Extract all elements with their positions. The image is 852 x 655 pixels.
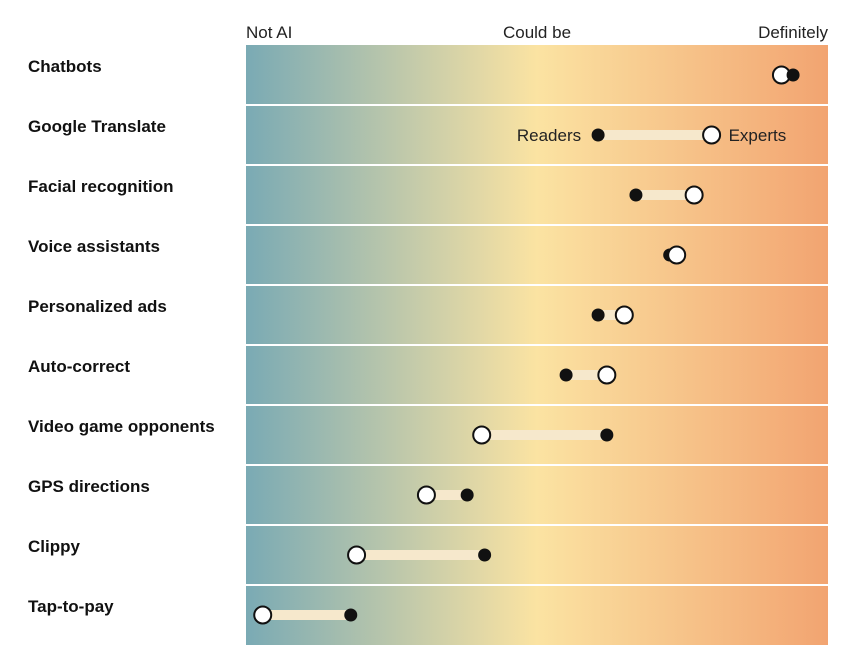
readers-dot xyxy=(600,428,614,442)
axis-tick-label: Definitely xyxy=(758,23,828,42)
row-label: Facial recognition xyxy=(28,177,173,196)
row-separators xyxy=(246,104,828,586)
chart-row: Voice assistants xyxy=(28,237,687,265)
row-label: Chatbots xyxy=(28,57,102,76)
row-label: Clippy xyxy=(28,537,80,556)
experts-dot xyxy=(614,305,634,325)
experts-dot xyxy=(702,125,722,145)
row-label: Tap-to-pay xyxy=(28,597,114,616)
row-label: Auto-correct xyxy=(28,357,130,376)
experts-dot xyxy=(667,245,687,265)
legend-readers-label: Readers xyxy=(517,126,581,145)
row-label: Google Translate xyxy=(28,117,166,136)
chart-row: Chatbots xyxy=(28,57,800,85)
experts-dot xyxy=(253,605,273,625)
readers-dot xyxy=(591,128,605,142)
readers-dot xyxy=(559,368,573,382)
row-label: Personalized ads xyxy=(28,297,167,316)
readers-dot xyxy=(460,488,474,502)
axis-tick-label: Could be xyxy=(503,23,571,42)
axis-tick-labels: Not AI Could be Definitely xyxy=(246,23,828,42)
chart-row: Personalized ads xyxy=(28,297,634,325)
chart-row: Tap-to-pay xyxy=(28,597,358,625)
legend-experts-label: Experts xyxy=(729,126,787,145)
chart-row: Auto-correct xyxy=(28,357,617,385)
chart-row: Google Translate Readers Experts xyxy=(28,117,786,145)
experts-dot xyxy=(597,365,617,385)
experts-dot xyxy=(416,485,436,505)
chart-row: GPS directions xyxy=(28,477,474,505)
axis-tick-label: Not AI xyxy=(246,23,292,42)
experts-dot xyxy=(472,425,492,445)
chart-row: Clippy xyxy=(28,537,492,565)
readers-dot xyxy=(344,608,358,622)
chart-row: Video game opponents xyxy=(28,417,614,445)
readers-dot xyxy=(591,308,605,322)
readers-dot xyxy=(786,68,800,82)
row-label: GPS directions xyxy=(28,477,150,496)
chart-rows: Chatbots Google Translate Readers Experts Fa… xyxy=(28,57,800,625)
row-label: Video game opponents xyxy=(28,417,215,436)
chart-row: Facial recognition xyxy=(28,177,704,205)
experts-dot xyxy=(684,185,704,205)
readers-dot xyxy=(629,188,643,202)
row-label: Voice assistants xyxy=(28,237,160,256)
readers-dot xyxy=(478,548,492,562)
experts-dot xyxy=(347,545,367,565)
